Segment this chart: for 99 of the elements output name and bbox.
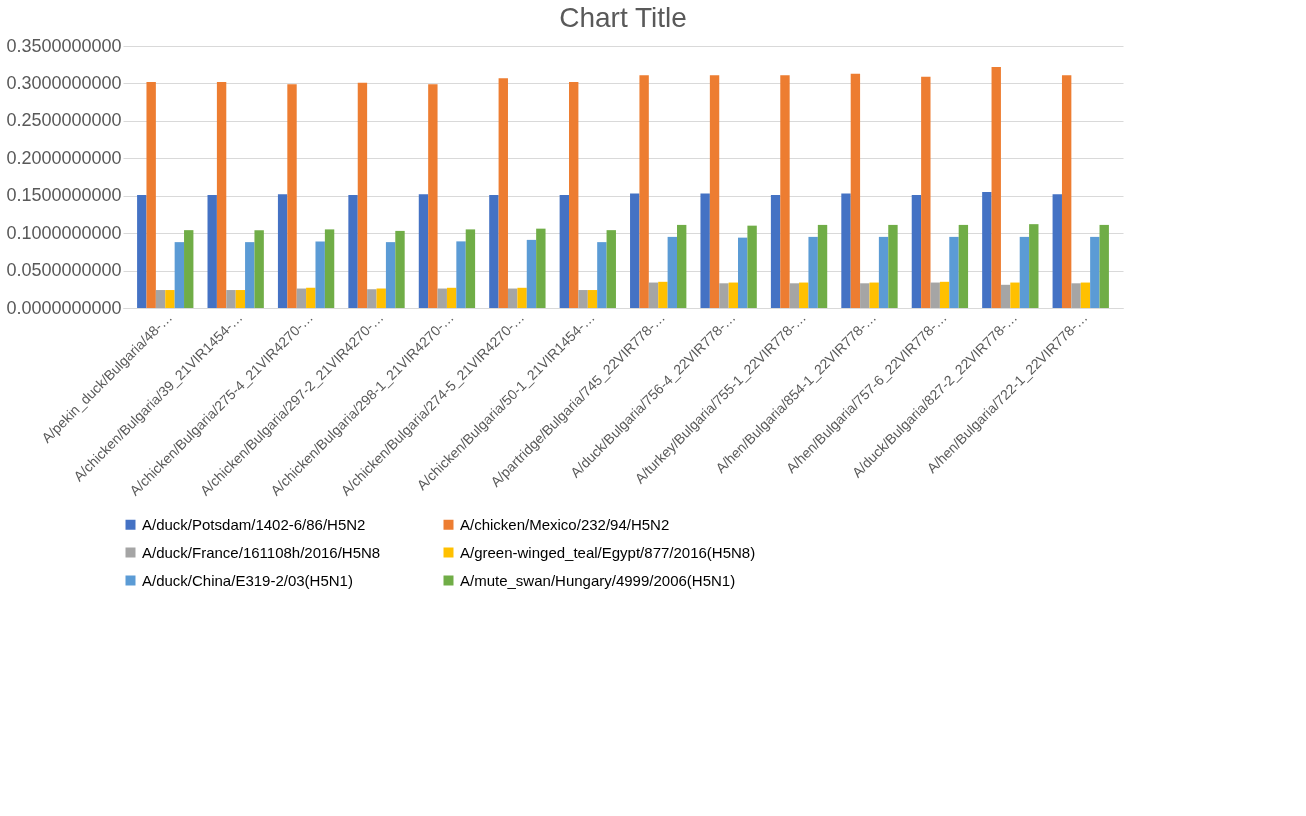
- bar: [860, 283, 870, 308]
- bar: [780, 75, 790, 308]
- bar: [376, 288, 386, 308]
- bar: [949, 236, 959, 308]
- y-tick-label: 0.3500000000: [6, 35, 122, 56]
- bar: [1071, 283, 1081, 308]
- bar: [296, 288, 307, 308]
- bar: [850, 73, 861, 308]
- bar: [799, 282, 809, 308]
- bar: [841, 193, 851, 308]
- bar: [700, 193, 710, 308]
- bar: [489, 194, 499, 308]
- bar: [630, 193, 640, 308]
- bar: [324, 229, 335, 308]
- bar: [728, 282, 739, 308]
- bar: [184, 230, 194, 308]
- bar: [1010, 282, 1020, 308]
- bar: [958, 224, 969, 308]
- bar: [878, 236, 889, 308]
- bar: [639, 75, 649, 308]
- bar: [395, 230, 405, 308]
- bar: [348, 194, 358, 308]
- bar: [367, 289, 377, 308]
- legend-label: A/duck/France/161108h/2016/H5N8: [142, 543, 381, 561]
- y-tick-label: 0.2000000000: [6, 147, 122, 168]
- bar: [385, 242, 396, 308]
- bar: [667, 236, 677, 308]
- bar: [606, 230, 616, 308]
- bar: [738, 237, 748, 308]
- bar: [507, 288, 518, 308]
- bar: [428, 84, 438, 308]
- bar: [1052, 194, 1062, 308]
- bar: [747, 225, 757, 308]
- bar: [939, 281, 950, 308]
- bar: [216, 81, 227, 308]
- bar: [888, 224, 898, 308]
- bar: [1061, 75, 1072, 308]
- y-tick-label: 0.2500000000: [6, 110, 122, 131]
- bar: [226, 290, 236, 308]
- bar: [982, 191, 992, 308]
- bar: [1000, 284, 1011, 308]
- bar: [465, 229, 476, 308]
- bar: [498, 78, 508, 308]
- bar: [1090, 236, 1100, 308]
- bar: [155, 290, 166, 308]
- bar: [235, 290, 246, 308]
- bar: [207, 194, 217, 308]
- bar: [517, 287, 527, 308]
- bar: [559, 194, 570, 308]
- bar: [676, 224, 687, 308]
- bar: [930, 282, 940, 308]
- bar: [808, 236, 818, 308]
- bar: [578, 290, 588, 308]
- bar: [174, 242, 185, 308]
- legend-label: A/chicken/Mexico/232/94/H5N2: [460, 515, 670, 533]
- bar: [137, 194, 147, 308]
- y-tick-label: 0.3000000000: [6, 72, 122, 93]
- bar: [437, 288, 447, 308]
- bar: [911, 194, 922, 308]
- bar: [526, 239, 537, 308]
- bar: [245, 242, 255, 308]
- chart-title: Chart Title: [559, 2, 687, 33]
- bar: [770, 194, 781, 308]
- bar: [648, 282, 659, 308]
- bar: [315, 241, 325, 308]
- y-tick-label: 0.0000000000: [6, 297, 122, 318]
- bar: [306, 287, 316, 308]
- bar: [869, 282, 879, 308]
- bar: [357, 82, 368, 308]
- bar: [587, 290, 598, 308]
- legend-label: A/green-winged_teal/Egypt/877/2016(H5N8): [460, 543, 756, 561]
- bar: [146, 81, 156, 308]
- bar: [165, 290, 175, 308]
- bar: [709, 75, 720, 308]
- bar: [1019, 236, 1030, 308]
- y-tick-label: 0.1500000000: [6, 185, 122, 206]
- legend-label: A/duck/Potsdam/1402-6/86/H5N2: [142, 515, 366, 533]
- legend-label: A/duck/China/E319-2/03(H5N1): [142, 571, 353, 589]
- bar: [719, 283, 729, 308]
- bar: [456, 241, 466, 308]
- bar: [597, 242, 607, 308]
- bar: [418, 194, 429, 308]
- bar: [991, 66, 1001, 308]
- legend-label: A/mute_swan/Hungary/4999/2006(H5N1): [460, 571, 736, 589]
- bar: [658, 281, 668, 308]
- bar: [287, 84, 297, 308]
- bar: [921, 76, 931, 308]
- bar: [1080, 282, 1091, 308]
- bar: [569, 81, 579, 308]
- bar: [254, 230, 264, 308]
- y-tick-label: 0.1000000000: [6, 222, 122, 243]
- bar: [277, 194, 288, 308]
- bar: [1029, 224, 1039, 308]
- bar: [1099, 224, 1109, 308]
- bar: [789, 283, 800, 308]
- bar: [536, 228, 546, 308]
- y-tick-label: 0.0500000000: [6, 260, 122, 281]
- bar: [446, 287, 457, 308]
- bar: [817, 224, 828, 308]
